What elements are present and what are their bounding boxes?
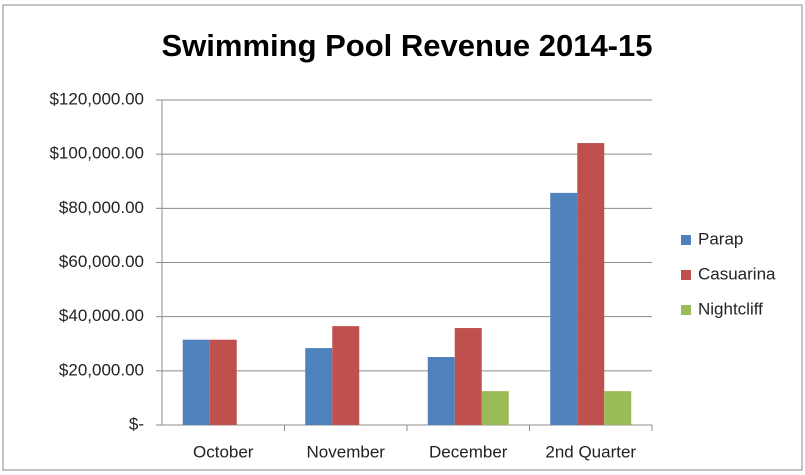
bar bbox=[332, 326, 360, 425]
bar bbox=[305, 348, 333, 425]
bar bbox=[209, 339, 237, 425]
bar bbox=[427, 357, 455, 425]
legend-label: Casuarina bbox=[698, 264, 776, 283]
legend-label: Parap bbox=[698, 229, 743, 248]
bar bbox=[481, 391, 509, 425]
legend-swatch bbox=[681, 305, 691, 315]
legend-label: Nightcliff bbox=[698, 299, 763, 318]
y-tick-label: $80,000.00 bbox=[59, 198, 144, 217]
x-tick-label: November bbox=[307, 442, 386, 461]
x-tick-label: December bbox=[429, 442, 508, 461]
bar bbox=[550, 192, 578, 425]
bar bbox=[577, 143, 605, 425]
bar bbox=[182, 339, 210, 425]
y-tick-label: $40,000.00 bbox=[59, 306, 144, 325]
y-tick-label: $120,000.00 bbox=[49, 89, 144, 108]
bar bbox=[454, 328, 482, 425]
chart-border bbox=[2, 4, 803, 471]
y-tick-label: $60,000.00 bbox=[59, 252, 144, 271]
legend-swatch bbox=[681, 235, 691, 245]
x-tick-label: October bbox=[193, 442, 254, 461]
x-tick-label: 2nd Quarter bbox=[545, 442, 636, 461]
y-tick-label: $100,000.00 bbox=[49, 144, 144, 163]
chart-title: Swimming Pool Revenue 2014-15 bbox=[161, 28, 652, 63]
y-tick-label: $20,000.00 bbox=[59, 360, 144, 379]
bar bbox=[604, 391, 632, 425]
y-tick-label: $- bbox=[129, 414, 144, 433]
legend-swatch bbox=[681, 270, 691, 280]
